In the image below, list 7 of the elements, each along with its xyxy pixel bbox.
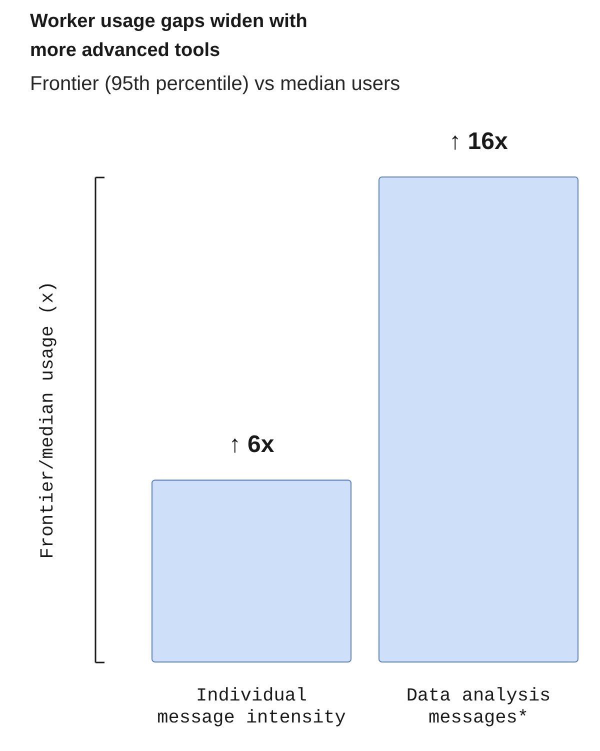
x-tick-label: Data analysis messages* bbox=[406, 686, 551, 728]
y-axis-title: Frontier/median usage (x) bbox=[38, 281, 58, 559]
data-label: ↑ 6x bbox=[228, 431, 275, 458]
data-label: ↑ 16x bbox=[449, 128, 508, 155]
x-tick-label: Individual message intensity bbox=[157, 686, 346, 728]
chart-subtitle: Frontier (95th percentile) vs median users bbox=[30, 73, 400, 95]
chart-title: Worker usage gaps widen with more advanced tools bbox=[30, 11, 308, 61]
